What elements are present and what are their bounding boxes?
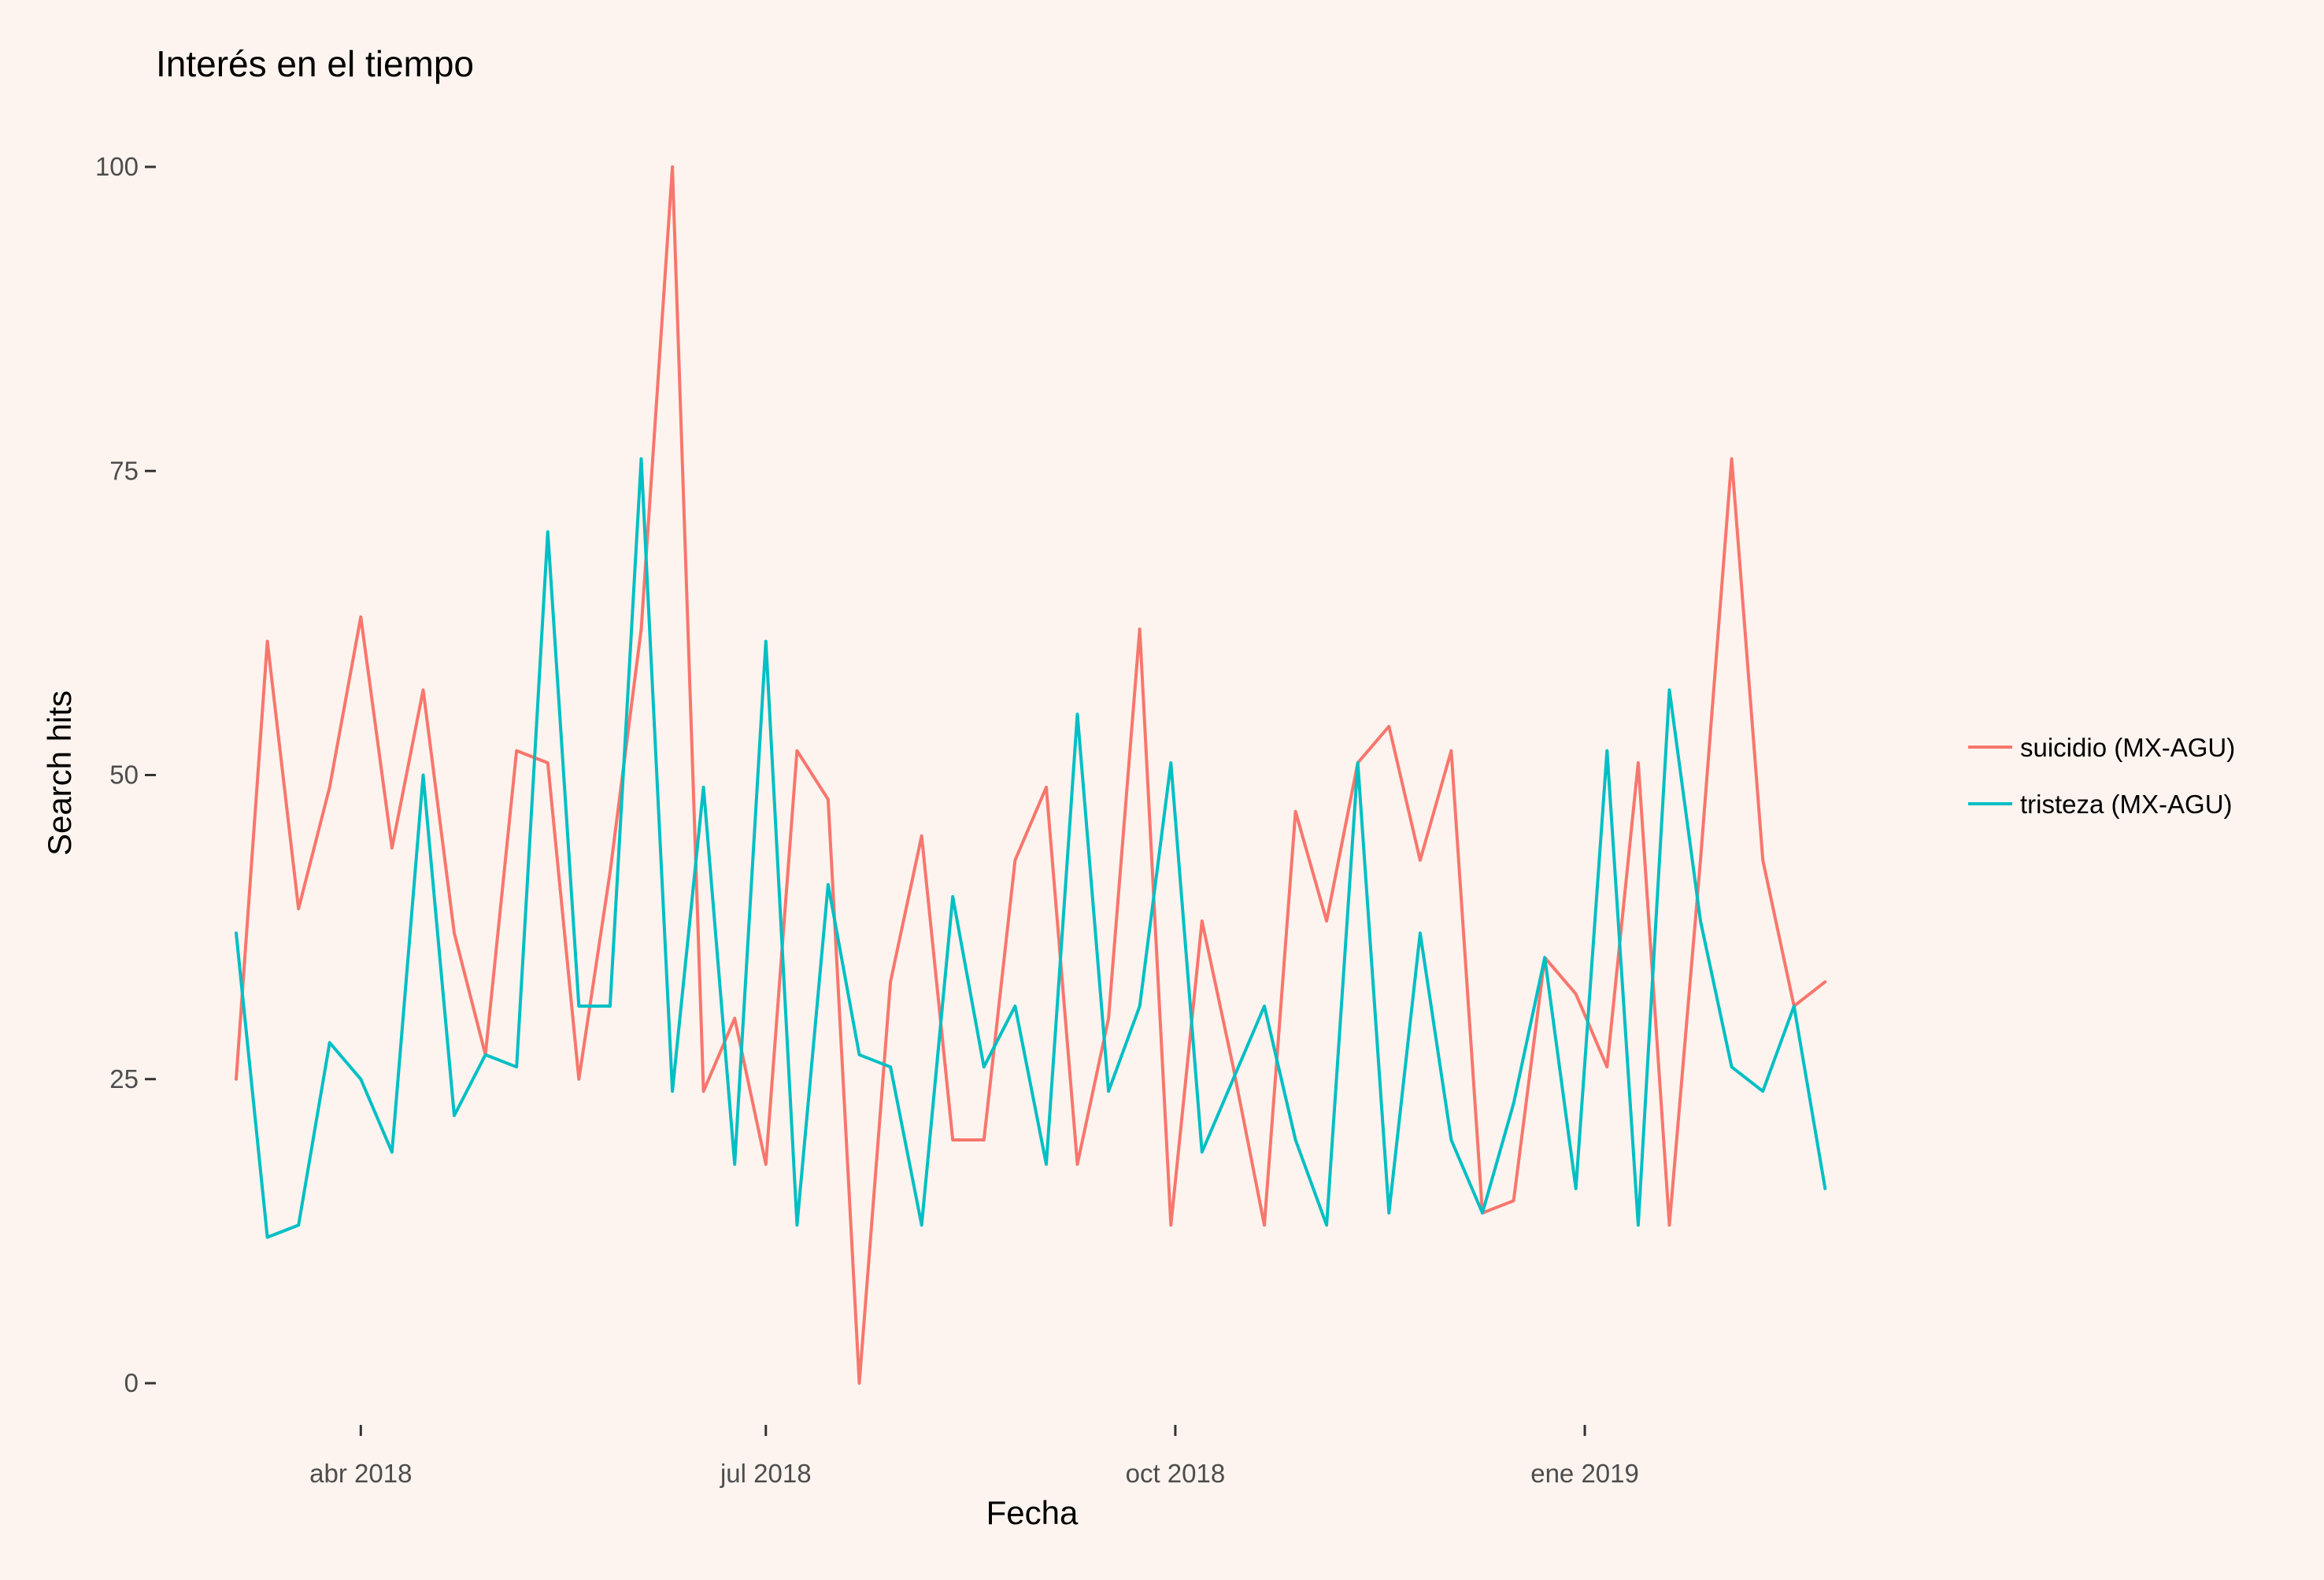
x-tick-label: jul 2018 [720,1459,812,1488]
y-tick-label: 25 [109,1064,139,1093]
y-axis: 0 25 50 75 100 [95,152,156,1397]
series-line-1 [235,165,1827,1385]
legend-label: suicidio (MX-AGU) [2020,733,2235,762]
series-layer [235,165,1827,1385]
y-axis-label: Search hits [41,690,78,856]
y-tick-label: 75 [109,456,139,485]
x-tick-label: abr 2018 [309,1459,412,1488]
series-line-2 [235,457,1827,1239]
x-tick-label: oct 2018 [1126,1459,1226,1488]
y-tick-label: 100 [95,152,139,181]
legend: suicidio (MX-AGU) tristeza (MX-AGU) [1968,733,2235,819]
y-tick-label: 50 [109,760,139,790]
x-tick-label: ene 2019 [1530,1459,1639,1488]
legend-label: tristeza (MX-AGU) [2020,790,2233,819]
y-tick-label: 0 [124,1368,139,1397]
x-axis: abr 2018 jul 2018 oct 2018 ene 2019 [309,1425,1639,1488]
chart-title: Interés en el tiempo [156,43,474,84]
x-axis-label: Fecha [986,1494,1079,1531]
